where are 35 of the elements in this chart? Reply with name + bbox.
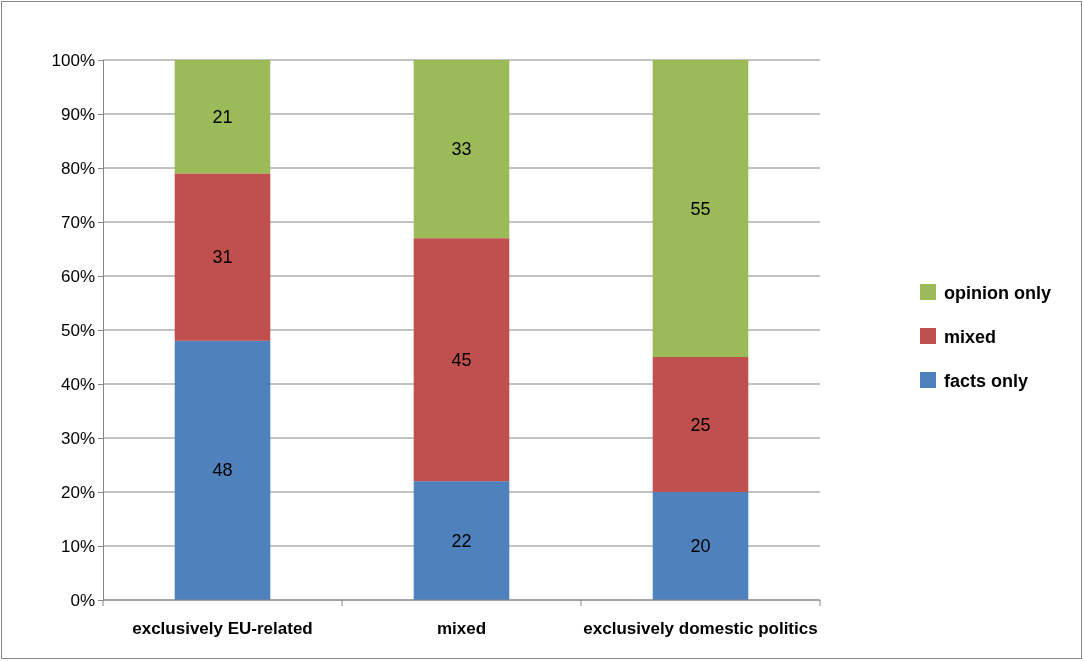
- y-tick-label: 70%: [60, 212, 95, 232]
- y-tick-label: 60%: [60, 266, 95, 286]
- legend-label: opinion only: [944, 283, 1051, 303]
- legend-label: mixed: [944, 327, 997, 347]
- bar: [652, 60, 749, 357]
- y-tick-label: 40%: [60, 374, 95, 394]
- y-tick-label: 50%: [60, 320, 95, 340]
- data-label: 33: [451, 139, 472, 160]
- y-tick-label: 90%: [60, 104, 95, 124]
- data-label: 48: [212, 460, 233, 481]
- data-label: 22: [451, 530, 472, 551]
- x-tick-label: exclusively domestic politics: [583, 619, 818, 638]
- y-tick-label: 20%: [60, 482, 95, 502]
- bar: [174, 173, 271, 341]
- data-label: 55: [690, 198, 711, 219]
- bar: [174, 60, 271, 174]
- y-tick-label: 10%: [60, 536, 95, 556]
- data-label: 31: [212, 247, 233, 268]
- bar: [174, 340, 271, 600]
- legend-label: facts only: [944, 371, 1029, 391]
- data-label: 20: [690, 536, 711, 556]
- y-tick-label: 0%: [70, 590, 95, 610]
- bar: [652, 357, 749, 492]
- y-tick-label: 80%: [60, 158, 95, 178]
- bar: [413, 238, 510, 482]
- x-tick-label: mixed: [436, 619, 487, 638]
- y-tick-label: 100%: [51, 50, 95, 70]
- bar: [652, 492, 749, 600]
- data-label: 45: [451, 349, 472, 370]
- bar: [413, 60, 510, 239]
- data-label: 21: [212, 106, 233, 127]
- y-tick-label: 30%: [60, 428, 95, 448]
- x-tick-label: exclusively EU-related: [132, 619, 313, 638]
- data-label: 25: [690, 414, 711, 435]
- bar: [413, 481, 510, 600]
